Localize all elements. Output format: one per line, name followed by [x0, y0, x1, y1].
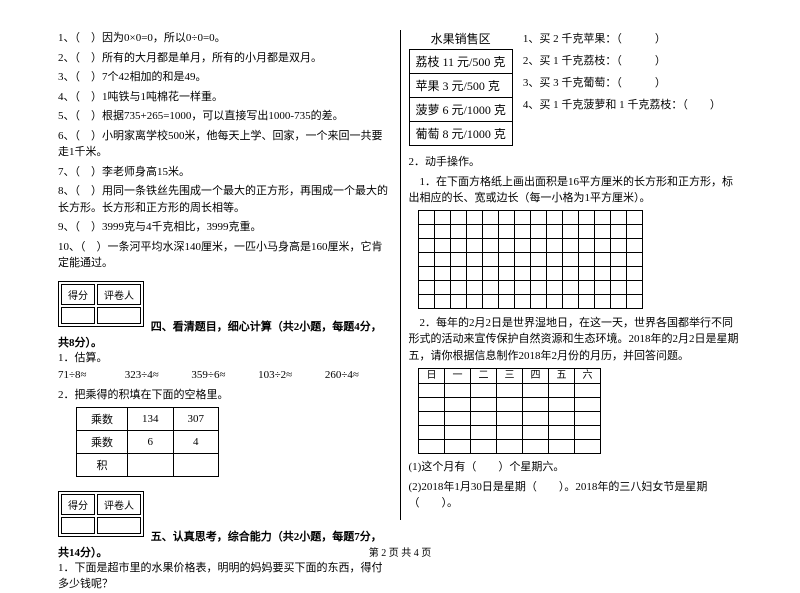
judge-prefix: 9、（ ） — [58, 221, 102, 233]
day-head: 六 — [574, 368, 601, 384]
score-box: 得分评卷人 — [58, 491, 144, 537]
cell — [128, 453, 174, 476]
hands-title: 2．动手操作。 — [409, 154, 743, 171]
score-box: 得分评卷人 — [58, 281, 144, 327]
est-item: 71÷8≈ — [58, 369, 125, 381]
buy-list: 1、买 2 千克苹果：（ ） 2、买 1 千克荔枝：（ ） 3、买 3 千克葡萄… — [523, 30, 721, 146]
judge-prefix: 3、（ ） — [58, 71, 102, 83]
est-item: 260÷4≈ — [325, 369, 392, 381]
buy-item: 1、买 2 千克苹果：（ ） — [523, 30, 721, 46]
judge-text: 小明家离学校500米，他每天上学、回家，一个来回一共要走1千米。 — [58, 130, 383, 159]
grader-label: 评卷人 — [97, 284, 141, 305]
cell: 乘数 — [77, 407, 128, 430]
cell: 307 — [173, 407, 219, 430]
judge-prefix: 7、（ ） — [58, 166, 102, 178]
judge-list: 1、（ ）因为0×0=0，所以0÷0=0。 2、（ ）所有的大月都是单月，所有的… — [58, 30, 392, 272]
buy-item: 2、买 1 千克荔枝：（ ） — [523, 52, 721, 68]
q-estimate: 1．估算。 — [58, 350, 392, 367]
product-table: 乘数134307 乘数64 积 — [76, 407, 219, 477]
judge-text: 用同一条铁丝先围成一个最大的正方形，再围成一个最大的长方形。长方形和正方形的周长… — [58, 185, 388, 214]
right-column: 水果销售区 荔枝 11 元/500 克 苹果 3 元/500 克 菠萝 6 元/… — [401, 30, 751, 520]
square-grid — [419, 211, 743, 309]
fruit-row: 菠萝 6 元/1000 克 — [409, 98, 512, 122]
fruit-row: 葡萄 8 元/1000 克 — [409, 122, 512, 146]
judge-prefix: 4、（ ） — [58, 91, 102, 103]
judge-prefix: 6、（ ） — [58, 130, 102, 142]
calendar-body — [419, 383, 743, 453]
day-head: 四 — [522, 368, 549, 384]
judge-text: 3999克与4千克相比，3999克重。 — [102, 221, 262, 233]
page-footer: 第 2 页 共 4 页 — [0, 544, 800, 559]
judge-text: 李老师身高15米。 — [102, 166, 190, 178]
judge-text: 7个42相加的和是49。 — [102, 71, 207, 83]
fruit-title: 水果销售区 — [409, 30, 513, 47]
buy-item: 4、买 1 千克菠萝和 1 千克荔枝：（ ） — [523, 96, 721, 112]
score-label: 得分 — [61, 494, 95, 515]
cell: 4 — [173, 430, 219, 453]
score-label: 得分 — [61, 284, 95, 305]
day-head: 三 — [496, 368, 523, 384]
left-column: 1、（ ）因为0×0=0，所以0÷0=0。 2、（ ）所有的大月都是单月，所有的… — [50, 30, 401, 520]
cell: 6 — [128, 430, 174, 453]
judge-prefix: 10、（ ） — [58, 241, 108, 253]
fruit-table: 荔枝 11 元/500 克 苹果 3 元/500 克 菠萝 6 元/1000 克… — [409, 49, 513, 146]
calendar-header: 日 一 二 三 四 五 六 — [419, 368, 743, 383]
fruit-row: 苹果 3 元/500 克 — [409, 74, 512, 98]
cal-q1: (1)这个月有（ ）个星期六。 — [409, 459, 743, 476]
day-head: 二 — [470, 368, 497, 384]
fruit-row: 荔枝 11 元/500 克 — [409, 50, 512, 74]
est-item: 323÷4≈ — [125, 369, 192, 381]
judge-prefix: 5、（ ） — [58, 110, 102, 122]
cell — [173, 453, 219, 476]
judge-text: 一条河平均水深140厘米，一匹小马身高是160厘米，它肯定能通过。 — [58, 241, 383, 270]
q-product: 2．把乘得的积填在下面的空格里。 — [58, 387, 392, 404]
cell: 积 — [77, 453, 128, 476]
cell: 乘数 — [77, 430, 128, 453]
day-head: 日 — [418, 368, 445, 384]
judge-prefix: 1、（ ） — [58, 32, 102, 44]
day-head: 一 — [444, 368, 471, 384]
judge-text: 1吨铁与1吨棉花一样重。 — [102, 91, 223, 103]
judge-prefix: 8、（ ） — [58, 185, 102, 197]
judge-text: 因为0×0=0，所以0÷0=0。 — [102, 32, 226, 44]
buy-item: 3、买 3 千克葡萄：（ ） — [523, 74, 721, 90]
est-item: 359÷6≈ — [191, 369, 258, 381]
judge-prefix: 2、（ ） — [58, 52, 102, 64]
judge-text: 根据735+265=1000，可以直接写出1000-735的差。 — [102, 110, 344, 122]
day-head: 五 — [548, 368, 575, 384]
judge-text: 所有的大月都是单月，所有的小月都是双月。 — [102, 52, 322, 64]
cell: 134 — [128, 407, 174, 430]
hands-p1: 1．在下面方格纸上画出面积是16平方厘米的长方形和正方形，标出相应的长、宽或边长… — [409, 174, 743, 207]
q-supermarket: 1．下面是超市里的水果价格表，明明的妈妈要买下面的东西，得付多少钱呢？ — [58, 560, 392, 593]
fruit-section: 水果销售区 荔枝 11 元/500 克 苹果 3 元/500 克 菠萝 6 元/… — [409, 30, 743, 146]
grader-label: 评卷人 — [97, 494, 141, 515]
cal-q2: (2)2018年1月30日是星期（ ）。2018年的三八妇女节是星期（ ）。 — [409, 479, 743, 512]
estimate-row: 71÷8≈ 323÷4≈ 359÷6≈ 103÷2≈ 260÷4≈ — [58, 369, 392, 381]
hands-p2: 2．每年的2月2日是世界湿地日，在这一天，世界各国都举行不同形式的活动来宣传保护… — [409, 315, 743, 365]
est-item: 103÷2≈ — [258, 369, 325, 381]
